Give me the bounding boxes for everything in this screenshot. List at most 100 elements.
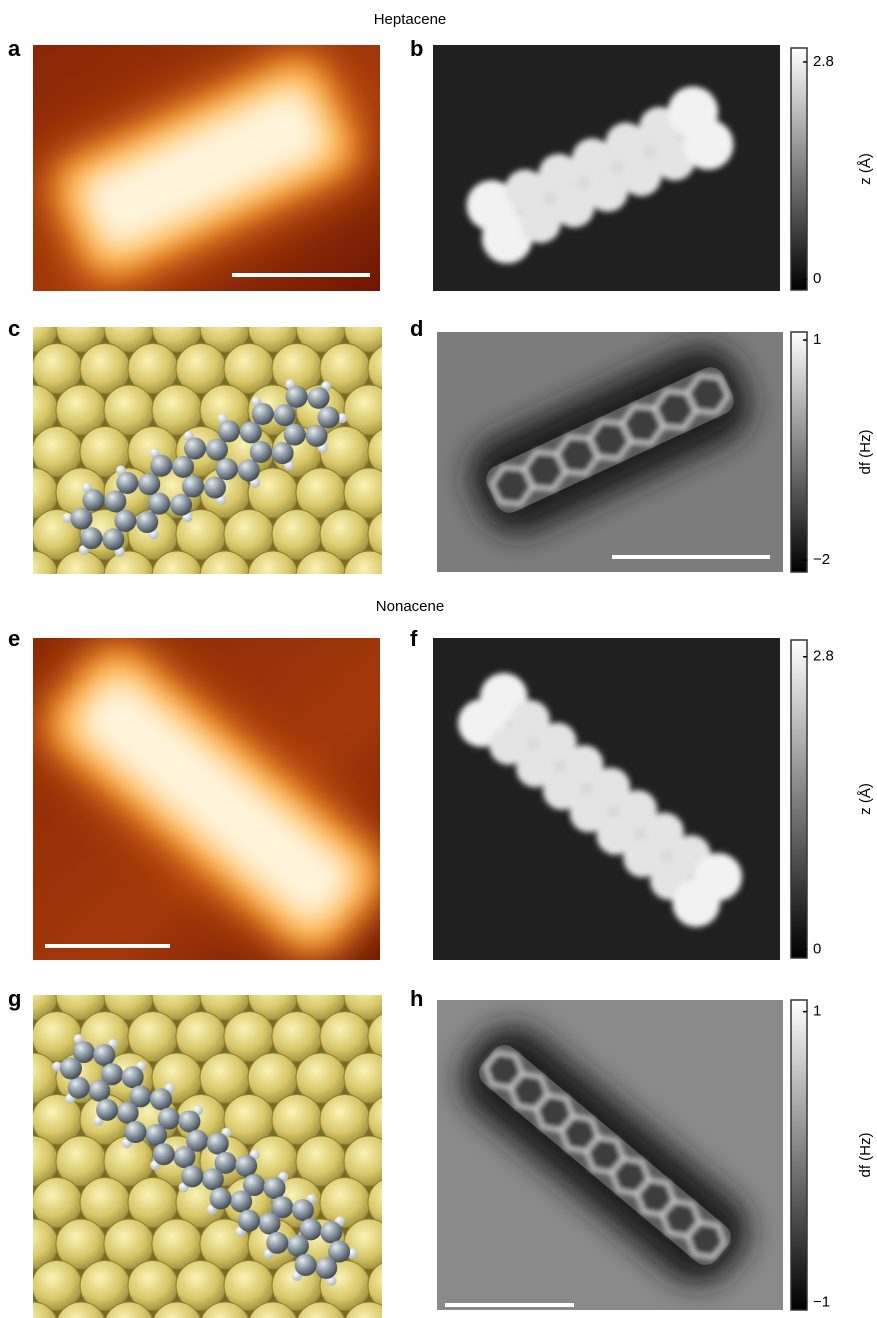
gold-atom [0,1302,10,1318]
gold-atom [104,551,154,601]
carbon [207,1133,229,1155]
panel-label: f [410,626,418,651]
panel-label: b [410,36,423,61]
carbon [148,493,170,515]
gold-atom [0,551,10,601]
gold-atom [0,385,10,435]
gold-atom [200,551,250,601]
gold-atom [0,1053,10,1103]
carbon [93,1044,115,1066]
panel-g [0,929,466,1318]
gold-atom [8,551,58,601]
gold-atom [248,551,298,601]
carbon [252,403,274,425]
carbon [102,528,124,550]
carbon [181,1165,203,1187]
carbon [138,473,160,495]
colorbar [791,1000,807,1310]
carbon [266,1232,288,1254]
panel-f [433,638,780,960]
gold-atom [392,468,442,518]
gold-atom [0,261,34,311]
carbon [238,1210,260,1232]
gold-atom [0,1261,34,1311]
heading: Heptacene [374,11,447,28]
gold-atom [0,468,10,518]
gold-atom [152,551,202,601]
carbon [136,511,158,533]
colorbar-tick-label: 1 [813,331,821,348]
panel-c [0,261,466,602]
colorbar [791,640,807,958]
colorbar-label: z (Å) [857,153,874,185]
panel-b [433,45,780,291]
panel-label: a [8,36,21,61]
carbon [202,1168,224,1190]
gold-atom [344,551,394,601]
carbon [82,489,104,511]
carbon [240,421,262,443]
carbon [114,510,136,532]
gold-atom [392,1053,442,1103]
colorbar-label: z (Å) [857,783,874,815]
colorbar [791,332,807,572]
lobe [683,119,733,169]
carbon [153,1143,175,1165]
carbon [287,1235,309,1257]
carbon [71,508,93,530]
carbon [150,455,172,477]
carbon [284,424,306,446]
carbon [286,386,308,408]
gold-atom [56,551,106,601]
carbon [317,406,339,428]
colorbar-tick-label: 2.8 [813,53,834,70]
gold-atom [392,1302,442,1318]
colorbar [791,48,807,290]
panel-label: d [410,316,423,341]
gold-atom [0,344,34,394]
colorbar-tick-label: 1 [813,1003,821,1020]
carbon [88,1080,110,1102]
panel-e [19,619,411,981]
carbon [145,1124,167,1146]
colorbar-tick-label: 2.8 [813,648,834,665]
panel-h [437,1000,783,1310]
colorbar-tick-label: −1 [813,1294,830,1311]
gold-atom [392,385,442,435]
gold-atom [0,1136,10,1186]
carbon [308,387,330,409]
figure: Heptacene Nonacene a b c d e f g h 2.80z… [0,0,877,1318]
carbon [250,441,272,463]
colorbar-tick-label: −2 [813,551,830,568]
carbon [218,420,240,442]
carbon [122,1066,144,1088]
colorbar-label: df (Hz) [857,1132,874,1177]
carbon [315,1257,337,1279]
colorbar-tick-label: 0 [813,270,821,287]
carbon [216,458,238,480]
lobe [672,879,720,927]
carbon [104,490,126,512]
carbon [306,425,328,447]
gold-atom [0,510,34,560]
gold-atom [0,1178,34,1228]
carbon [184,437,206,459]
panel-a [28,32,381,303]
panel-label: h [410,986,423,1011]
carbon [320,1221,342,1243]
gold-atom [392,551,442,601]
colorbar-label: df (Hz) [857,429,874,474]
panel-label: g [8,986,21,1011]
ring [687,376,728,414]
carbon [206,439,228,461]
carbon [272,442,294,464]
panel-label: c [8,316,20,341]
carbon [230,1190,252,1212]
carbon [96,1099,118,1121]
gold-atom [392,1136,442,1186]
carbon [68,1077,90,1099]
carbon [178,1110,200,1132]
carbon [116,472,138,494]
gold-atom [0,929,34,979]
carbon [172,456,194,478]
